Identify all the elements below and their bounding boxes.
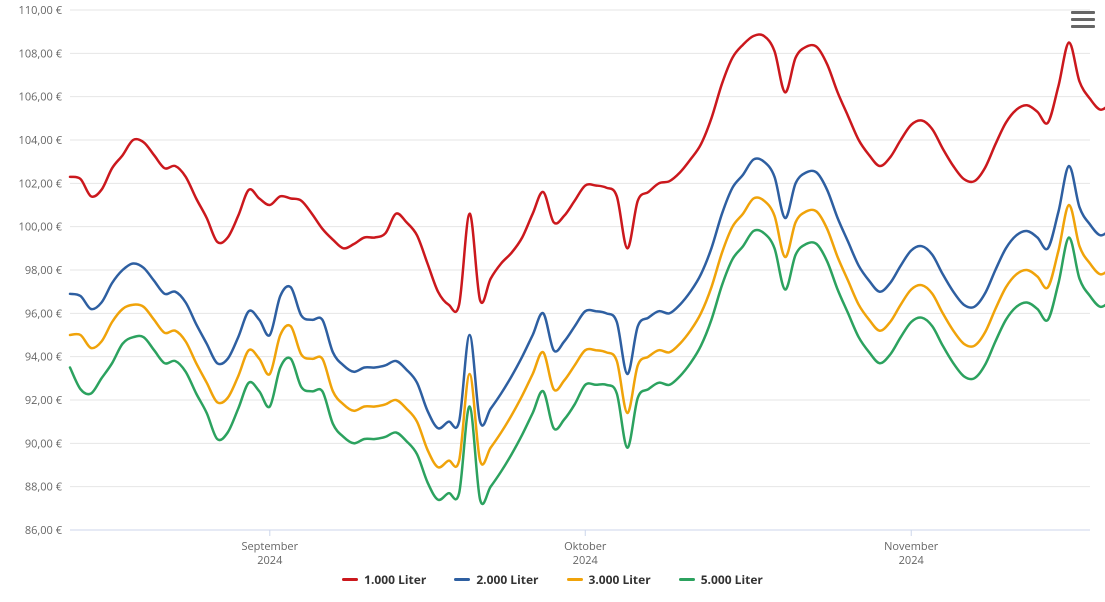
x-tick-label: September	[241, 539, 298, 554]
y-tick-label: 106,00 €	[19, 90, 63, 105]
x-tick-sublabel: 2024	[573, 553, 599, 568]
y-tick-label: 108,00 €	[19, 46, 63, 61]
legend-swatch	[454, 578, 470, 581]
series-line[interactable]	[70, 197, 1105, 467]
series-line[interactable]	[70, 158, 1105, 428]
y-tick-label: 102,00 €	[19, 176, 63, 191]
legend-swatch	[342, 578, 358, 581]
legend: 1.000 Liter 2.000 Liter 3.000 Liter 5.000 L…	[0, 571, 1105, 588]
legend-label: 2.000 Liter	[476, 571, 538, 588]
series-line[interactable]	[70, 230, 1105, 504]
legend-item[interactable]: 2.000 Liter	[454, 571, 538, 588]
y-tick-label: 110,00 €	[19, 3, 63, 18]
legend-label: 5.000 Liter	[701, 571, 763, 588]
y-tick-label: 100,00 €	[19, 220, 63, 235]
y-tick-label: 86,00 €	[25, 523, 63, 538]
legend-item[interactable]: 3.000 Liter	[567, 571, 651, 588]
x-tick-sublabel: 2024	[257, 553, 283, 568]
y-tick-label: 104,00 €	[19, 133, 63, 148]
y-tick-label: 98,00 €	[25, 263, 63, 278]
y-tick-label: 90,00 €	[25, 436, 63, 451]
line-chart: 86,00 € 88,00 € 90,00 € 92,00 € 94,00 € 96,00…	[0, 0, 1105, 602]
x-tick-sublabel: 2024	[899, 553, 925, 568]
y-tick-label: 94,00 €	[25, 350, 63, 365]
y-tick-label: 96,00 €	[25, 306, 63, 321]
x-tick-label: Oktober	[564, 539, 607, 554]
legend-item[interactable]: 1.000 Liter	[342, 571, 426, 588]
legend-label: 1.000 Liter	[364, 571, 426, 588]
chart-container: 86,00 € 88,00 € 90,00 € 92,00 € 94,00 € 96,00…	[0, 0, 1105, 602]
y-tick-label: 92,00 €	[25, 393, 63, 408]
y-tick-label: 88,00 €	[25, 480, 63, 495]
legend-item[interactable]: 5.000 Liter	[679, 571, 763, 588]
legend-swatch	[567, 578, 583, 581]
x-tick-label: November	[884, 539, 939, 554]
legend-swatch	[679, 578, 695, 581]
legend-label: 3.000 Liter	[589, 571, 651, 588]
